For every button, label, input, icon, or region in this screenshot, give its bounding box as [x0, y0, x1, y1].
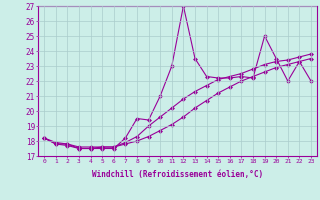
X-axis label: Windchill (Refroidissement éolien,°C): Windchill (Refroidissement éolien,°C) — [92, 170, 263, 179]
